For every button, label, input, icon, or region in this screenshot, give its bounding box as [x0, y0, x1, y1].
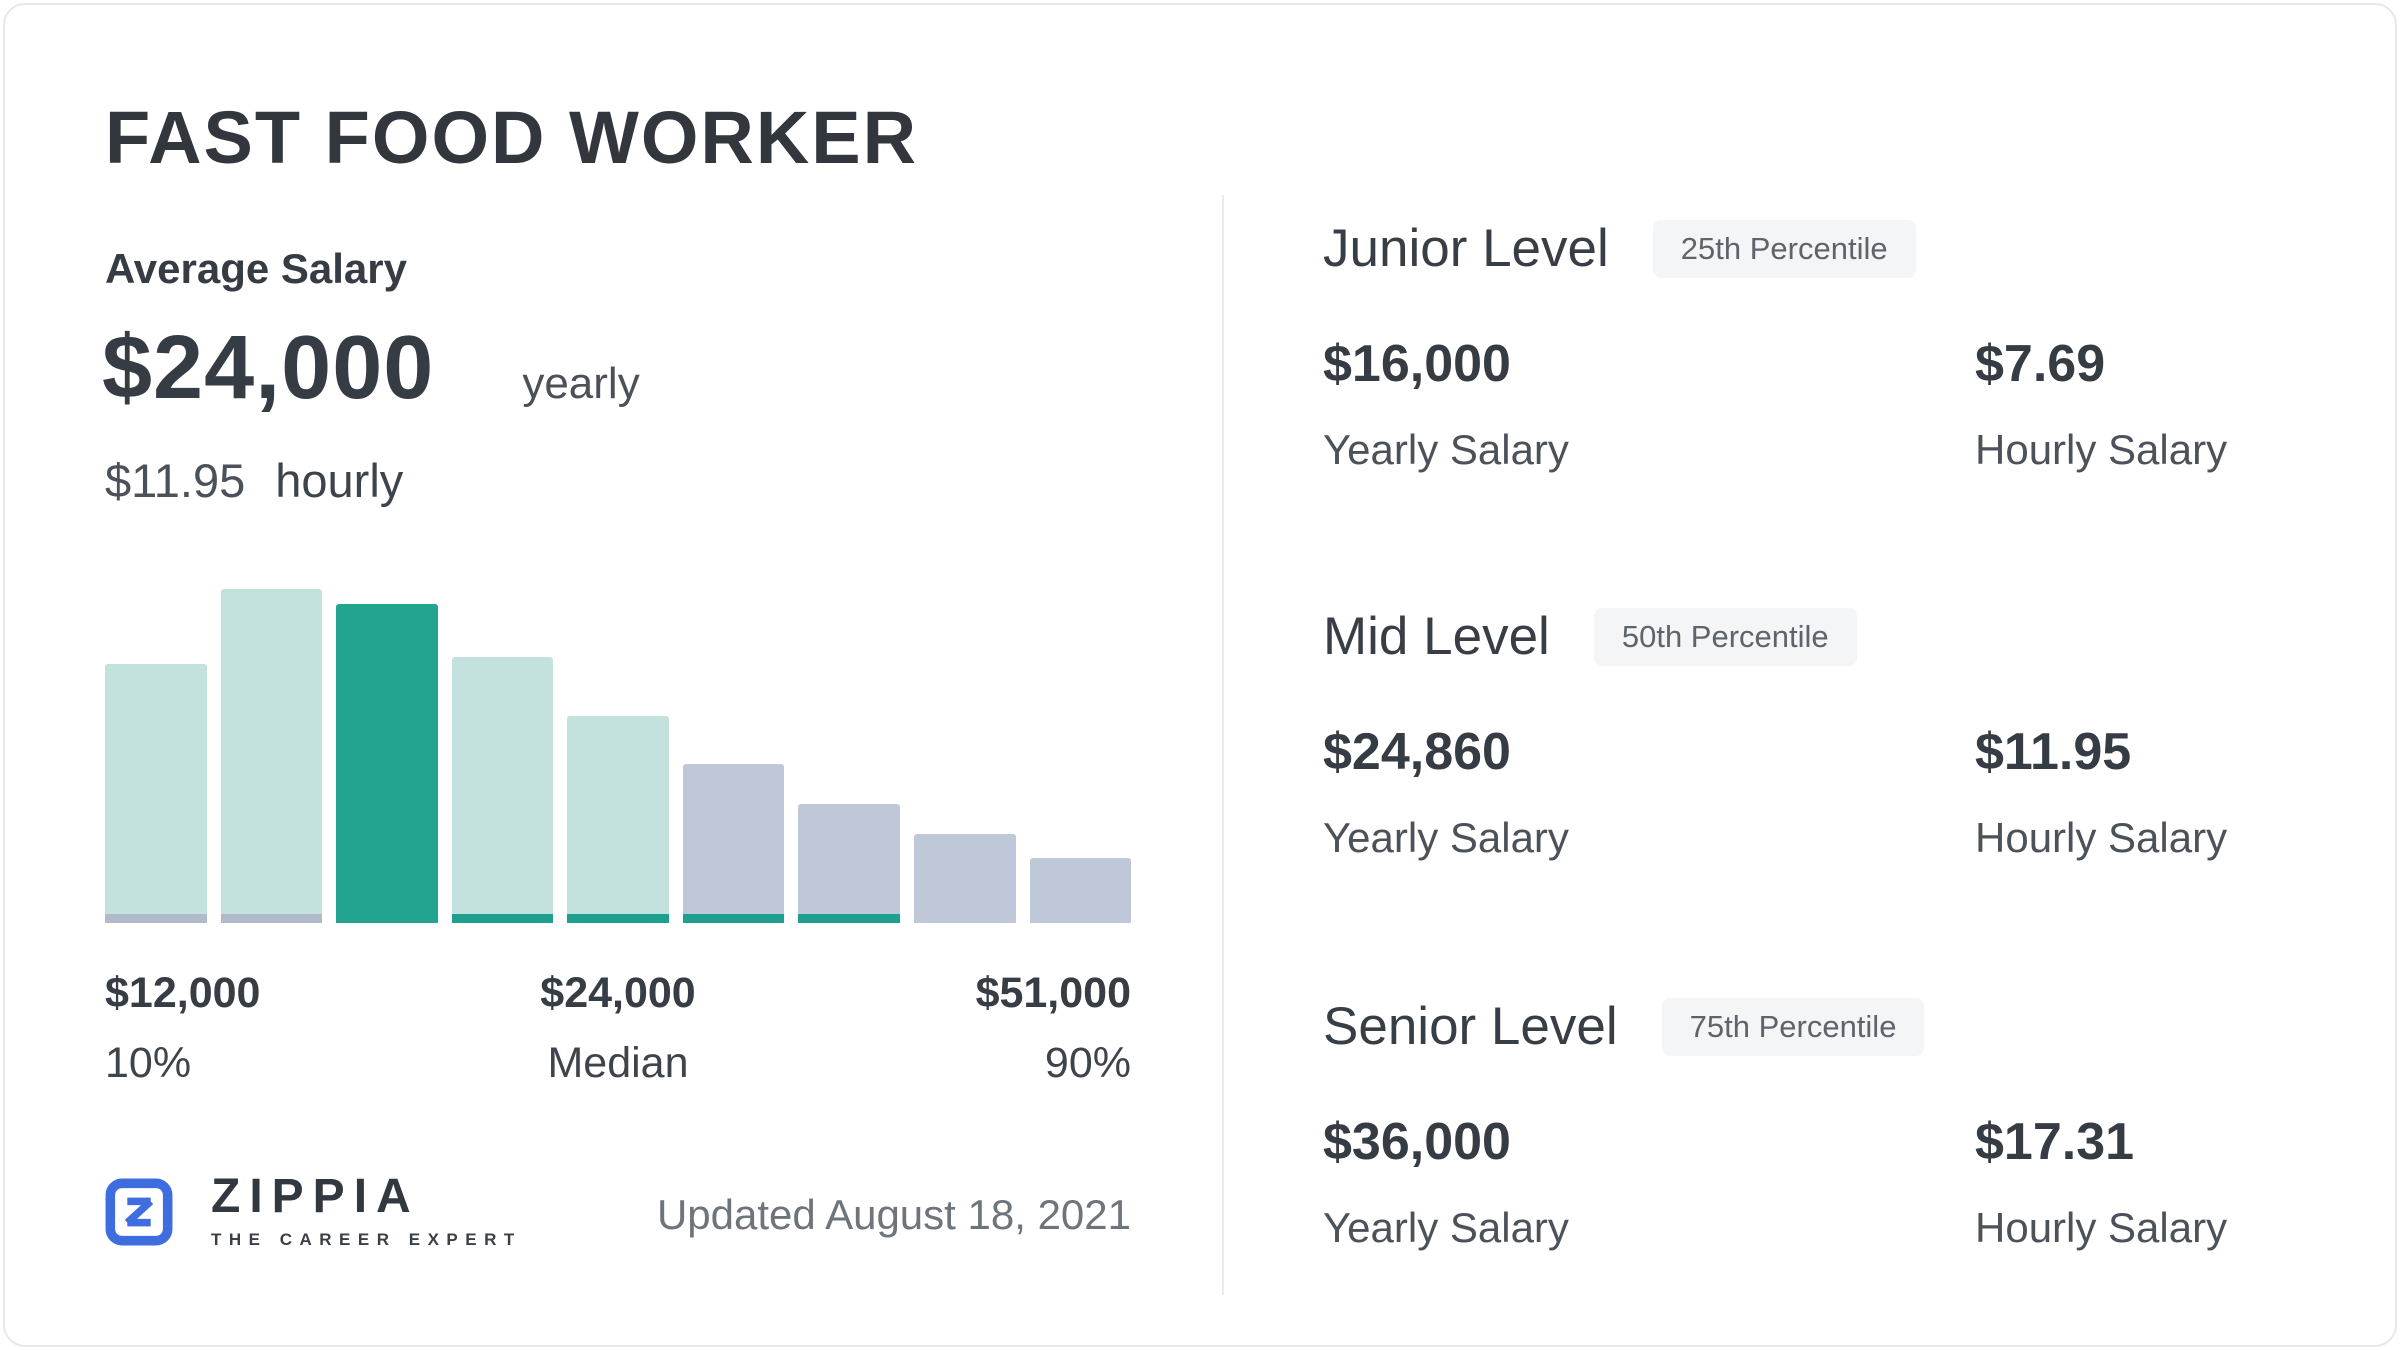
level-section-mid: Mid Level 50th Percentile $24,860 Yearly… — [1323, 607, 2313, 862]
level-junior-yearly-value: $16,000 — [1323, 334, 1511, 393]
yearly-salary-row: $24,000 yearly — [102, 317, 640, 420]
axis-median-label: Median — [547, 1039, 689, 1087]
histogram-bar — [336, 604, 438, 923]
level-senior-header: Senior Level 75th Percentile — [1323, 997, 2313, 1058]
level-senior-yearly-label: Yearly Salary — [1323, 1203, 1569, 1251]
axis-label-row: 10% Median 90% — [105, 1039, 1131, 1088]
level-junior-name: Junior Level — [1323, 219, 1609, 278]
histogram-bar-strip — [451, 914, 554, 923]
level-mid-hourly: $11.95 Hourly Salary — [1975, 722, 2313, 862]
zippia-z-icon — [105, 1178, 173, 1245]
axis-90th-label: 90% — [1044, 1039, 1131, 1087]
average-salary-heading: Average Salary — [105, 245, 407, 292]
average-hourly-value: $11.95 — [105, 454, 246, 507]
histogram-bar-strip — [567, 914, 669, 923]
histogram-bar-strip — [682, 914, 785, 923]
logo-brand: ZIPPIA — [211, 1170, 420, 1223]
level-junior-yearly: $16,000 Yearly Salary — [1323, 334, 1975, 474]
level-senior-hourly-value: $17.31 — [1975, 1112, 2135, 1171]
axis-90th-value: $51,000 — [975, 969, 1131, 1017]
histogram-bar — [105, 664, 207, 923]
hourly-salary-row: $11.95 hourly — [105, 453, 403, 508]
histogram-bar — [220, 589, 323, 923]
level-junior-hourly-value: $7.69 — [1975, 334, 2106, 393]
level-mid-yearly: $24,860 Yearly Salary — [1323, 722, 1975, 862]
yearly-unit-label: yearly — [522, 359, 640, 408]
axis-10th-value: $12,000 — [105, 969, 261, 1017]
axis-median-value: $24,000 — [540, 969, 696, 1017]
level-senior-yearly-value: $36,000 — [1323, 1112, 1511, 1171]
axis-10th-label: 10% — [105, 1039, 192, 1087]
level-mid-values: $24,860 Yearly Salary $11.95 Hourly Sala… — [1323, 722, 2313, 862]
axis-value-row: $12,000 $24,000 $51,000 — [105, 969, 1131, 1018]
level-mid-yearly-value: $24,860 — [1323, 722, 1511, 781]
zippia-logo: ZIPPIA THE CAREER EXPERT — [105, 1173, 522, 1250]
level-junior-yearly-label: Yearly Salary — [1323, 425, 1569, 473]
level-mid-name: Mid Level — [1323, 607, 1550, 666]
histogram-bar — [1029, 857, 1132, 923]
hourly-unit-label: hourly — [275, 454, 404, 507]
level-section-junior: Junior Level 25th Percentile $16,000 Yea… — [1323, 219, 2313, 474]
level-junior-values: $16,000 Yearly Salary $7.69 Hourly Salar… — [1323, 334, 2313, 474]
average-yearly-value: $24,000 — [102, 318, 435, 418]
level-senior-values: $36,000 Yearly Salary $17.31 Hourly Sala… — [1323, 1112, 2313, 1252]
level-junior-hourly-label: Hourly Salary — [1975, 425, 2228, 473]
salary-card: FAST FOOD WORKER Average Salary $24,000 … — [3, 3, 2397, 1347]
histogram-bar — [682, 764, 785, 923]
level-senior-hourly: $17.31 Hourly Salary — [1975, 1112, 2313, 1252]
logo-tagline: THE CAREER EXPERT — [211, 1230, 522, 1249]
histogram-bar — [913, 834, 1016, 923]
level-senior-hourly-label: Hourly Salary — [1975, 1203, 2228, 1251]
histogram-bar — [798, 804, 900, 923]
level-mid-hourly-value: $11.95 — [1975, 722, 2132, 781]
level-mid-percentile-badge: 50th Percentile — [1593, 608, 1857, 667]
histogram-bar-strip — [220, 914, 323, 923]
vertical-divider — [1222, 195, 1224, 1295]
level-senior-percentile-badge: 75th Percentile — [1661, 998, 1925, 1057]
salary-histogram — [105, 589, 1132, 923]
level-junior-header: Junior Level 25th Percentile — [1323, 219, 2313, 280]
histogram-bar — [451, 657, 554, 923]
updated-date: Updated August 18, 2021 — [656, 1191, 1131, 1238]
level-senior-name: Senior Level — [1323, 997, 1618, 1056]
level-section-senior: Senior Level 75th Percentile $36,000 Yea… — [1323, 997, 2313, 1252]
page-title: FAST FOOD WORKER — [105, 96, 919, 179]
level-mid-hourly-label: Hourly Salary — [1975, 813, 2228, 861]
level-junior-percentile-badge: 25th Percentile — [1652, 220, 1916, 279]
histogram-bar-strip — [798, 914, 900, 923]
histogram-bar-strip — [105, 914, 207, 923]
level-mid-yearly-label: Yearly Salary — [1323, 813, 1569, 861]
level-mid-header: Mid Level 50th Percentile — [1323, 607, 2313, 668]
level-junior-hourly: $7.69 Hourly Salary — [1975, 334, 2313, 474]
logo-text-block: ZIPPIA THE CAREER EXPERT — [211, 1173, 522, 1250]
histogram-bar — [567, 715, 669, 923]
level-senior-yearly: $36,000 Yearly Salary — [1323, 1112, 1975, 1252]
